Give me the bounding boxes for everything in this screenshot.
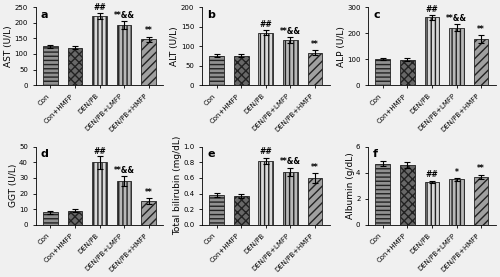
Text: **&&: **&& (446, 14, 467, 23)
Bar (308, 178, 322, 225)
Bar (117, 25, 132, 85)
Bar (210, 195, 224, 225)
Bar (92, 16, 107, 85)
Bar (424, 182, 440, 225)
Bar (376, 59, 390, 85)
Bar (142, 39, 156, 85)
Y-axis label: GGT (U/L): GGT (U/L) (8, 164, 18, 207)
Text: **: ** (145, 26, 152, 35)
Text: **&&: **&& (114, 166, 134, 175)
Bar (283, 172, 298, 225)
Bar (43, 46, 58, 85)
Text: ##: ## (93, 147, 106, 156)
Text: **&&: **&& (280, 27, 301, 36)
Bar (283, 40, 298, 85)
Text: ##: ## (260, 20, 272, 29)
Bar (92, 162, 107, 225)
Text: a: a (41, 10, 48, 20)
Y-axis label: AST (U/L): AST (U/L) (4, 25, 13, 67)
Text: ##: ## (426, 170, 438, 179)
Bar (424, 17, 440, 85)
Bar (474, 177, 488, 225)
Text: **: ** (145, 188, 152, 197)
Bar (308, 53, 322, 85)
Text: ##: ## (426, 5, 438, 14)
Text: **&&: **&& (114, 11, 134, 20)
Text: **: ** (311, 40, 319, 48)
Bar (68, 211, 82, 225)
Y-axis label: ALT (U/L): ALT (U/L) (170, 26, 179, 66)
Bar (449, 179, 464, 225)
Text: *: * (454, 168, 458, 177)
Bar (258, 161, 273, 225)
Bar (43, 212, 58, 225)
Bar (474, 39, 488, 85)
Text: **&&: **&& (280, 157, 301, 166)
Bar (449, 27, 464, 85)
Text: f: f (373, 149, 378, 159)
Text: **: ** (311, 163, 319, 172)
Text: ##: ## (93, 3, 106, 12)
Y-axis label: ALP (U/L): ALP (U/L) (336, 26, 345, 67)
Text: c: c (373, 10, 380, 20)
Text: b: b (207, 10, 215, 20)
Bar (376, 164, 390, 225)
Bar (68, 48, 82, 85)
Y-axis label: Total bilirubin (mg/dL): Total bilirubin (mg/dL) (172, 136, 182, 235)
Bar (234, 196, 248, 225)
Bar (258, 33, 273, 85)
Text: d: d (41, 149, 48, 159)
Bar (400, 60, 415, 85)
Bar (117, 181, 132, 225)
Text: **: ** (477, 165, 485, 173)
Text: ##: ## (260, 147, 272, 156)
Bar (400, 165, 415, 225)
Text: **: ** (477, 25, 485, 34)
Text: e: e (207, 149, 214, 159)
Y-axis label: Albumin (g/dL): Albumin (g/dL) (346, 152, 354, 219)
Bar (142, 201, 156, 225)
Bar (234, 56, 248, 85)
Bar (210, 56, 224, 85)
